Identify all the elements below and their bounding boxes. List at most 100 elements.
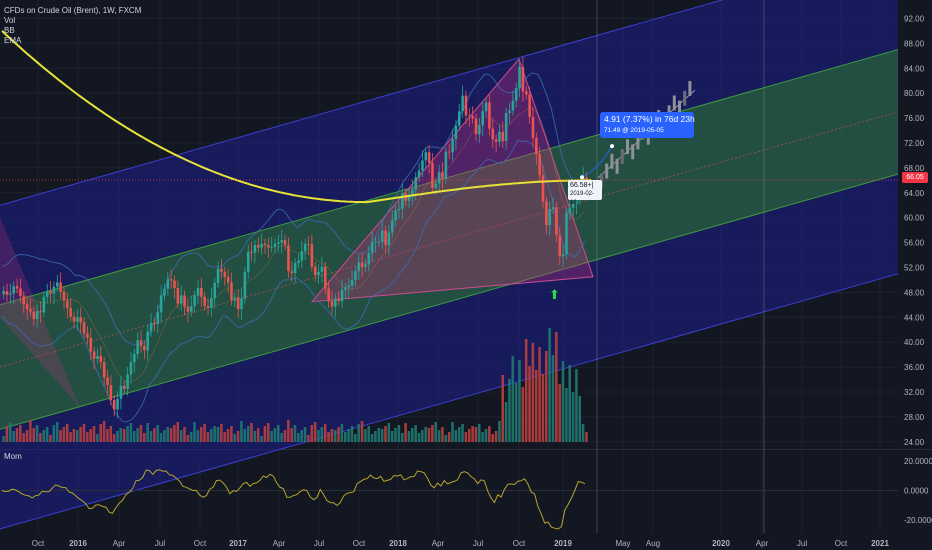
candle-body (230, 282, 233, 301)
candle-body (478, 125, 481, 135)
candle-body (19, 288, 22, 297)
momentum-axis: 20.0000 0.0000 -20.0000 (904, 457, 932, 525)
cursor-tooltip: 66.58+| 2019-02-18 (568, 180, 602, 206)
volume-bar (323, 424, 327, 442)
volume-bar (545, 351, 548, 442)
volume-bar (42, 430, 46, 442)
legend-vol[interactable]: Vol (4, 16, 16, 25)
volume-bar (555, 332, 558, 442)
candle-body (498, 131, 501, 142)
inner-channel (0, 49, 898, 430)
volume-bar (270, 431, 273, 442)
price-tick-label: 36.00 (904, 363, 925, 372)
volume-bar (471, 426, 474, 442)
time-tick-label: Apr (273, 539, 286, 548)
candle-body (169, 279, 173, 281)
candle-body (12, 286, 15, 294)
volume-bar (297, 433, 300, 442)
candle-body (374, 241, 377, 243)
candle-body (360, 262, 364, 267)
volume-bar (29, 420, 32, 442)
projected-candle (615, 158, 619, 174)
volume-bar (210, 429, 213, 442)
price-tick-label: 56.00 (904, 239, 925, 248)
momentum-title[interactable]: Mom (4, 452, 22, 461)
projected-candle (672, 95, 676, 111)
time-tick-label: 2020 (712, 539, 730, 548)
candle-body (397, 208, 401, 211)
candle-body (364, 264, 367, 267)
candle-body (163, 288, 166, 296)
volume-bar (411, 428, 414, 442)
time-tick-label: Jul (797, 539, 807, 548)
candle-body (444, 151, 448, 180)
volume-bar (22, 433, 25, 442)
volume-bar (19, 425, 22, 442)
time-tick-label: Oct (513, 539, 526, 548)
candle-body (380, 230, 384, 242)
candle-body (277, 242, 280, 244)
volume-bar (109, 426, 113, 442)
volume-bar (206, 432, 210, 442)
volume-bar (136, 428, 139, 442)
price-tick-label: 92.00 (904, 14, 925, 23)
candle-body (501, 131, 505, 142)
candle-body (267, 245, 270, 248)
volume-bar (377, 428, 381, 442)
volume-bar (501, 375, 504, 442)
volume-bar (478, 424, 481, 442)
candle-body (236, 297, 240, 310)
volume-bar (441, 427, 444, 442)
volume-bar (571, 392, 575, 442)
candle-body (9, 293, 12, 295)
volume-bar (303, 427, 307, 442)
candle-body (123, 385, 126, 389)
volume-bar (65, 424, 69, 442)
candle-body (545, 201, 548, 226)
candle-body (548, 208, 551, 226)
candle-body (139, 340, 143, 346)
volume-bar (116, 431, 119, 442)
candle-body (340, 289, 344, 302)
candle-body (310, 244, 314, 267)
price-tick-label: 32.00 (904, 388, 925, 397)
volume-bar (236, 431, 240, 442)
volume-bar (250, 423, 253, 442)
candle-body (347, 285, 350, 288)
candle-body (200, 288, 203, 297)
candle-body (129, 362, 133, 375)
candle-body (317, 271, 320, 275)
legend-bb[interactable]: BB (4, 26, 15, 35)
candle-body (109, 385, 113, 401)
candle-body (32, 311, 36, 320)
candle-body (287, 245, 290, 272)
cursor-price: 66.58+| (570, 182, 594, 189)
volume-bar (139, 425, 143, 442)
candle-body (156, 312, 160, 325)
volume-bar (431, 425, 434, 442)
candle-body (25, 304, 29, 310)
volume-bar (558, 384, 561, 442)
volume-bar (524, 339, 528, 442)
candle-body (484, 102, 488, 112)
candle-body (354, 271, 357, 280)
price-tick-label: 24.00 (904, 438, 925, 447)
volume-bar (504, 402, 508, 442)
volume-bar (317, 430, 320, 442)
volume-bar (394, 428, 397, 442)
legend-ema[interactable]: EMA (4, 36, 22, 45)
volume-bar (76, 430, 79, 442)
candle-body (458, 111, 461, 126)
candle-body (159, 295, 163, 313)
volume-bar (45, 427, 49, 442)
candle-body (59, 282, 62, 292)
candle-body (367, 253, 371, 265)
ema-line (1, 30, 592, 204)
candle-body (133, 353, 136, 363)
candle-body (521, 67, 525, 92)
candle-body (233, 297, 237, 301)
symbol-title[interactable]: CFDs on Crude Oil (Brent), 1W, FXCM (4, 6, 142, 15)
candle-body (391, 220, 394, 233)
volume-bar (387, 423, 391, 442)
